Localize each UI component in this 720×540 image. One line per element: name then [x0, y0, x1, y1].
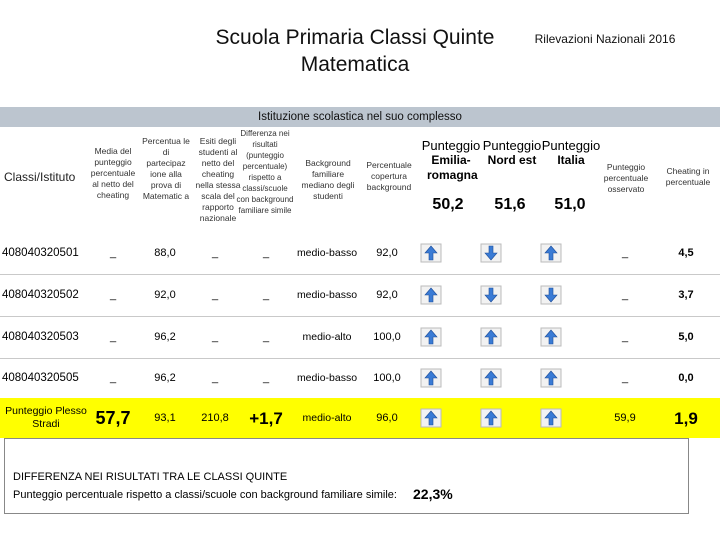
- ne-region-label: Nord est: [487, 153, 537, 167]
- cell-esiti: _: [211, 288, 219, 301]
- cell-cheating: 4,5: [678, 246, 694, 259]
- arrow-up-icon: [540, 368, 562, 388]
- cell-media: _: [109, 330, 117, 343]
- arrow-up-icon: [420, 285, 442, 305]
- column-header-esiti: Esiti degli studenti al netto del cheati…: [195, 136, 241, 223]
- page-title: Scuola Primaria Classi Quinte Matematica: [150, 24, 560, 78]
- cell-media: _: [109, 288, 117, 301]
- cell-esiti: _: [211, 371, 219, 384]
- column-header-partecipazione: Percentua le di partecipaz ione alla pro…: [142, 136, 190, 201]
- table-row: 408040320502 _ 92,0 _ _ medio-basso 92,0 _ 3,7: [0, 274, 720, 317]
- cell-copertura: 100,0: [373, 371, 401, 384]
- cell-esiti: 210,8: [201, 411, 229, 424]
- column-header-ne: Punteggio Nord est: [480, 138, 544, 168]
- table-row: 408040320503 _ 96,2 _ _ medio-alto 100,0 _ 5,0: [0, 316, 720, 359]
- column-header-classi: Classi/Istituto: [4, 170, 76, 184]
- section-banner: Istituzione scolastica nel suo complesso: [0, 107, 720, 127]
- cell-classe: 408040320501: [2, 246, 79, 259]
- cell-osservato: _: [621, 288, 629, 301]
- arrow-up-icon: [420, 408, 442, 428]
- arrow-up-icon: [420, 327, 442, 347]
- column-header-media: Media del punteggio percentuale al netto…: [90, 146, 136, 200]
- cell-classe: 408040320503: [2, 330, 79, 343]
- cell-cheating: 5,0: [678, 330, 694, 343]
- footer-box: DIFFERENZA NEI RISULTATI TRA LE CLASSI Q…: [4, 438, 689, 514]
- column-header-copertura: Percentuale copertura background: [366, 160, 412, 192]
- footer-description: Punteggio percentuale rispetto a classi/…: [13, 489, 397, 501]
- column-header-er: Punteggio Emilia-romagna: [421, 138, 481, 182]
- cell-osservato: 59,9: [614, 411, 636, 424]
- cell-copertura: 92,0: [376, 246, 398, 259]
- cell-media: _: [109, 246, 117, 259]
- cell-media: 57,7: [95, 407, 131, 428]
- cell-differenza: _: [262, 288, 270, 301]
- cell-copertura: 96,0: [376, 411, 398, 424]
- cell-media: _: [109, 371, 117, 384]
- title-line-2: Matematica: [300, 53, 410, 76]
- cell-esiti: _: [211, 246, 219, 259]
- arrow-up-icon: [480, 408, 502, 428]
- arrow-up-icon: [480, 327, 502, 347]
- cell-partecipazione: 93,1: [154, 411, 176, 424]
- cell-cheating: 3,7: [678, 288, 694, 301]
- column-header-cheating: Cheating in percentuale: [665, 166, 711, 187]
- arrow-up-icon: [540, 243, 562, 263]
- title-line-1: Scuola Primaria Classi Quinte: [215, 26, 495, 49]
- cell-partecipazione: 96,2: [154, 330, 176, 343]
- arrow-up-icon: [420, 243, 442, 263]
- arrow-down-icon: [480, 285, 502, 305]
- cell-differenza: _: [262, 330, 270, 343]
- footer-title: DIFFERENZA NEI RISULTATI TRA LE CLASSI Q…: [13, 471, 288, 483]
- arrow-down-icon: [540, 285, 562, 305]
- table-row: 408040320505 _ 96,2 _ _ medio-basso 100,0 _ 0,0: [0, 357, 720, 400]
- er-region-label: Emilia-romagna: [427, 153, 478, 182]
- cell-background: medio-basso: [296, 246, 358, 259]
- cell-classe: Punteggio Plesso Stradi: [5, 405, 87, 430]
- cell-cheating: 1,9: [674, 408, 698, 428]
- cell-copertura: 100,0: [373, 330, 401, 343]
- survey-label: Rilevazioni Nazionali 2016: [534, 32, 676, 46]
- cell-differenza: _: [262, 246, 270, 259]
- total-row: Punteggio Plesso Stradi 57,7 93,1 210,8 +1,7…: [0, 398, 720, 438]
- arrow-up-icon: [540, 408, 562, 428]
- cell-background: medio-alto: [302, 411, 352, 424]
- arrow-up-icon: [420, 368, 442, 388]
- cell-osservato: _: [621, 246, 629, 259]
- banner-text: Istituzione scolastica nel suo complesso: [258, 111, 462, 123]
- column-header-it: Punteggio Italia: [541, 138, 601, 167]
- cell-cheating: 0,0: [678, 371, 694, 384]
- column-header-osservato: Punteggio percentuale osservato: [603, 162, 649, 194]
- it-value: 51,0: [554, 196, 586, 213]
- cell-copertura: 92,0: [376, 288, 398, 301]
- er-value: 50,2: [432, 196, 464, 213]
- column-header-differenza: Differenza nei risultati (punteggio perc…: [236, 129, 294, 215]
- cell-osservato: _: [621, 371, 629, 384]
- arrow-up-icon: [480, 368, 502, 388]
- table-row: 408040320501 _ 88,0 _ _ medio-basso 92,0 _ 4,5: [0, 232, 720, 275]
- cell-background: medio-basso: [296, 288, 358, 301]
- cell-background: medio-basso: [296, 371, 358, 384]
- cell-esiti: _: [211, 330, 219, 343]
- cell-differenza: _: [262, 371, 270, 384]
- footer-value: 22,3%: [413, 486, 453, 502]
- cell-partecipazione: 96,2: [154, 371, 176, 384]
- it-region-label: Italia: [557, 153, 585, 167]
- cell-background: medio-alto: [302, 330, 352, 343]
- arrow-up-icon: [540, 327, 562, 347]
- cell-osservato: _: [621, 330, 629, 343]
- cell-classe: 408040320505: [2, 371, 79, 384]
- cell-partecipazione: 92,0: [154, 288, 176, 301]
- column-header-background: Background familiare mediano degli stude…: [301, 158, 355, 201]
- ne-value: 51,6: [494, 196, 526, 213]
- cell-partecipazione: 88,0: [154, 246, 176, 259]
- cell-differenza: +1,7: [249, 408, 283, 428]
- arrow-down-icon: [480, 243, 502, 263]
- cell-classe: 408040320502: [2, 288, 79, 301]
